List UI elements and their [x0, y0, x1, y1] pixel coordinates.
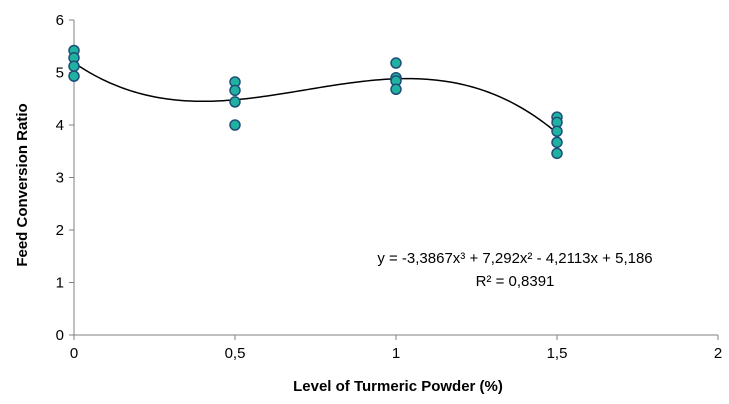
- y-tick-label: 5: [56, 65, 64, 82]
- y-tick-label: 4: [56, 117, 64, 134]
- y-ticks: 0 1 2 3 4 5 6: [56, 12, 74, 344]
- data-point: [551, 136, 563, 149]
- x-axis-title: Level of Turmeric Powder (%): [293, 378, 503, 395]
- data-point: [390, 83, 402, 96]
- r-squared-label: R² = 0,8391: [476, 273, 555, 290]
- trendline-group: [73, 62, 558, 134]
- data-point: [229, 96, 241, 108]
- y-axis-title: Feed Conversion Ratio: [14, 103, 31, 266]
- data-point: [68, 70, 80, 82]
- y-tick-label: 1: [56, 275, 64, 292]
- data-point: [229, 119, 241, 131]
- x-tick-label: 1,5: [547, 345, 568, 362]
- data-point: [390, 57, 402, 69]
- data-points: [68, 44, 563, 160]
- x-ticks: 0 0,5 1 1,5 2: [70, 335, 722, 362]
- y-tick-label: 0: [56, 327, 64, 344]
- x-tick-label: 1: [392, 345, 400, 362]
- y-tick-label: 6: [56, 12, 64, 29]
- data-point: [551, 125, 563, 138]
- x-tick-label: 0: [70, 345, 78, 362]
- trendline: [73, 62, 558, 134]
- data-point: [68, 60, 80, 72]
- data-point: [229, 84, 241, 97]
- x-tick-label: 2: [714, 345, 722, 362]
- y-tick-label: 2: [56, 222, 64, 239]
- y-tick-label: 3: [56, 170, 64, 187]
- data-point: [551, 147, 563, 160]
- x-tick-label: 0,5: [225, 345, 246, 362]
- trendline-equation: y = -3,3867x³ + 7,292x² - 4,2113x + 5,18…: [377, 250, 652, 267]
